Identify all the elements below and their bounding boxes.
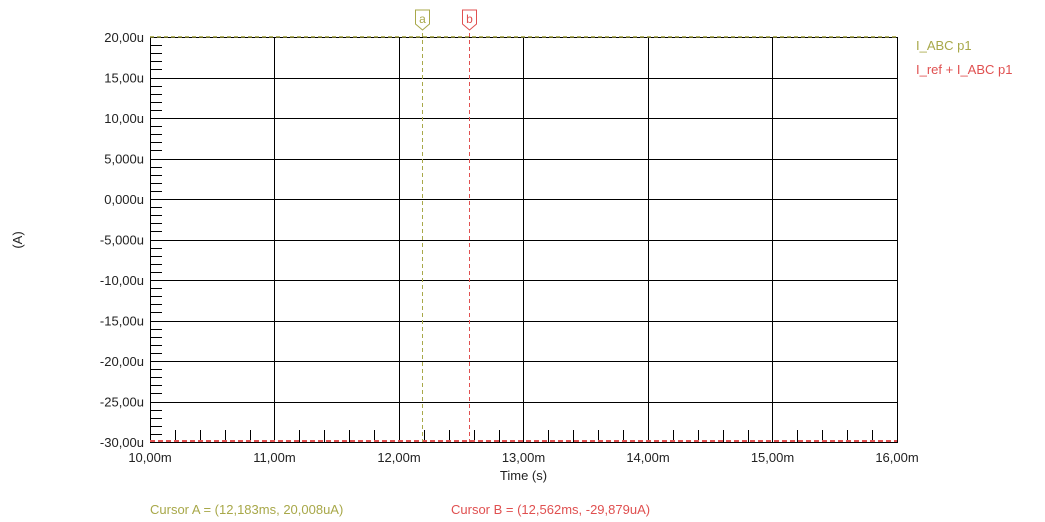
y-axis-title: (A) <box>10 231 25 248</box>
y-tick-label: -20,00u <box>100 354 144 369</box>
y-tick-label: -25,00u <box>100 395 144 410</box>
legend-entry-1: I_ABC p1 <box>916 38 972 53</box>
x-tick-label: 15,00m <box>751 450 794 465</box>
cursor-b-readout: Cursor B = (12,562ms, -29,879uA) <box>451 502 650 517</box>
grid <box>150 37 898 443</box>
y-tick-label: -15,00u <box>100 314 144 329</box>
cursor-a-handle[interactable] <box>415 9 430 31</box>
minor-ticks <box>150 45 873 442</box>
x-tick-label: 13,00m <box>502 450 545 465</box>
cursor-b-handle[interactable] <box>462 9 477 31</box>
x-axis-title: Time (s) <box>500 468 547 483</box>
legend-entry-2: I_ref + I_ABC p1 <box>916 62 1012 77</box>
cursor-a-readout: Cursor A = (12,183ms, 20,008uA) <box>150 502 343 517</box>
legend: I_ABC p1 I_ref + I_ABC p1 <box>916 38 1012 77</box>
x-tick-label: 12,00m <box>377 450 420 465</box>
cursor-readouts: Cursor A = (12,183ms, 20,008uA) Cursor B … <box>150 502 650 517</box>
y-tick-label: 0,000u <box>104 192 144 207</box>
y-tick-label: 20,00u <box>104 30 144 45</box>
cursor-a-tag: a <box>419 12 426 26</box>
y-tick-label: -30,00u <box>100 435 144 450</box>
series-lines <box>150 36 897 443</box>
y-tick-label: 15,00u <box>104 71 144 86</box>
x-tick-label: 11,00m <box>253 450 295 465</box>
y-tick-label: 5,000u <box>104 152 144 167</box>
x-tick-label: 14,00m <box>626 450 669 465</box>
x-tick-labels: 10,00m 11,00m 12,00m 13,00m 14,00m 15,00m 16,0… <box>128 450 918 465</box>
y-tick-labels: 20,00u 15,00u 10,00u 5,000u 0,000u -5,000u -10… <box>100 30 144 450</box>
y-tick-label: 10,00u <box>104 111 144 126</box>
axis-titles: Time (s) (A) <box>10 231 547 483</box>
cursor-b-tag: b <box>466 12 473 26</box>
x-tick-label: 16,00m <box>875 450 918 465</box>
x-tick-label: 10,00m <box>128 450 171 465</box>
y-tick-label: -5,000u <box>100 233 144 248</box>
y-tick-label: -10,00u <box>100 273 144 288</box>
